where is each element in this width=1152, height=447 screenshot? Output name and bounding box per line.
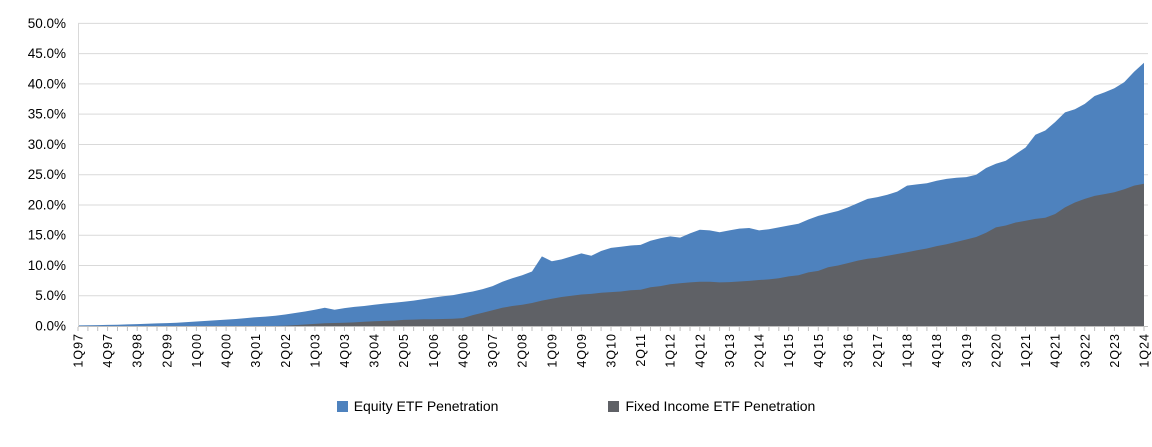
svg-text:2Q14: 2Q14 <box>753 333 767 368</box>
svg-text:3Q04: 3Q04 <box>368 333 382 368</box>
svg-text:35.0%: 35.0% <box>28 107 66 122</box>
svg-text:2Q08: 2Q08 <box>516 333 530 368</box>
chart-legend: Equity ETF Penetration Fixed Income ETF … <box>0 399 1152 413</box>
svg-text:2Q23: 2Q23 <box>1108 333 1122 368</box>
svg-text:4Q09: 4Q09 <box>575 333 589 368</box>
svg-text:1Q18: 1Q18 <box>901 333 915 368</box>
svg-text:1Q03: 1Q03 <box>308 333 322 368</box>
fixed-income-area-series <box>78 183 1144 326</box>
svg-text:25.0%: 25.0% <box>28 167 66 182</box>
svg-text:1Q00: 1Q00 <box>190 333 204 368</box>
svg-text:1Q21: 1Q21 <box>1019 333 1033 368</box>
gridlines <box>78 22 1148 297</box>
svg-text:3Q07: 3Q07 <box>486 333 500 368</box>
svg-text:45.0%: 45.0% <box>28 46 66 61</box>
svg-text:3Q01: 3Q01 <box>249 333 263 368</box>
fixed-income-legend-label: Fixed Income ETF Penetration <box>625 398 816 414</box>
svg-text:4Q12: 4Q12 <box>693 333 707 368</box>
x-axis-ticks <box>77 327 1145 331</box>
equity-legend-label: Equity ETF Penetration <box>353 398 499 414</box>
svg-text:4Q18: 4Q18 <box>930 333 944 368</box>
x-axis-labels: 1Q97 4Q97 3Q98 2Q99 1Q00 4Q00 3Q01 2Q02 1Q03 4Q03… <box>72 333 1152 368</box>
legend-item-equity: Equity ETF Penetration <box>336 398 499 414</box>
svg-text:4Q21: 4Q21 <box>1049 333 1063 368</box>
svg-text:30.0%: 30.0% <box>28 137 66 152</box>
svg-text:4Q06: 4Q06 <box>456 333 470 368</box>
axis-lines <box>78 23 1148 327</box>
svg-text:15.0%: 15.0% <box>28 228 66 243</box>
svg-text:4Q00: 4Q00 <box>220 333 234 368</box>
svg-text:3Q16: 3Q16 <box>841 333 855 368</box>
fixed-income-legend-swatch-icon <box>608 400 620 412</box>
svg-text:3Q98: 3Q98 <box>131 333 145 368</box>
svg-text:2Q05: 2Q05 <box>397 333 411 368</box>
svg-text:3Q13: 3Q13 <box>723 333 737 368</box>
svg-text:1Q15: 1Q15 <box>782 333 796 368</box>
svg-text:4Q15: 4Q15 <box>812 333 826 368</box>
svg-text:2Q02: 2Q02 <box>279 333 293 368</box>
svg-text:1Q12: 1Q12 <box>664 333 678 368</box>
y-axis-labels: 0.0% 5.0% 10.0% 15.0% 20.0% 25.0% 30.0% 35.0% 40… <box>28 16 66 334</box>
svg-text:4Q03: 4Q03 <box>338 333 352 368</box>
svg-text:10.0%: 10.0% <box>28 258 66 273</box>
etf-penetration-area-chart: 0.0% 5.0% 10.0% 15.0% 20.0% 25.0% 30.0% 35.0% 40… <box>28 16 1152 368</box>
svg-text:5.0%: 5.0% <box>35 288 66 303</box>
legend-item-fixed-income: Fixed Income ETF Penetration <box>608 399 815 413</box>
svg-text:3Q22: 3Q22 <box>1078 333 1092 368</box>
svg-text:20.0%: 20.0% <box>28 197 66 212</box>
svg-text:1Q09: 1Q09 <box>545 333 559 368</box>
svg-text:2Q20: 2Q20 <box>989 333 1003 368</box>
svg-text:1Q06: 1Q06 <box>427 333 441 368</box>
svg-text:0.0%: 0.0% <box>35 319 66 334</box>
svg-text:40.0%: 40.0% <box>28 76 66 91</box>
svg-text:2Q11: 2Q11 <box>634 333 648 367</box>
svg-text:2Q99: 2Q99 <box>160 333 174 368</box>
svg-text:4Q97: 4Q97 <box>101 333 115 368</box>
equity-legend-swatch-icon <box>336 400 348 412</box>
svg-text:50.0%: 50.0% <box>28 16 66 31</box>
svg-text:3Q10: 3Q10 <box>605 333 619 368</box>
svg-text:3Q19: 3Q19 <box>960 333 974 368</box>
svg-text:1Q97: 1Q97 <box>72 333 86 368</box>
svg-text:1Q24: 1Q24 <box>1138 333 1152 368</box>
svg-text:2Q17: 2Q17 <box>871 333 885 368</box>
